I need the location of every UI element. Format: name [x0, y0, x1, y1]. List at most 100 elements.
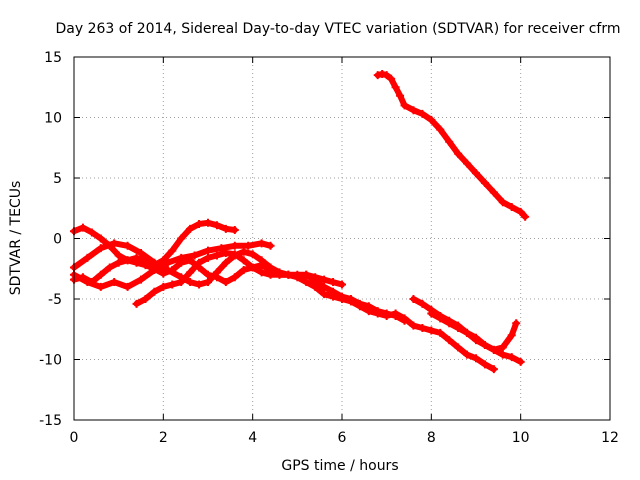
data-point: [110, 239, 119, 248]
data-point: [150, 265, 159, 274]
data-point: [230, 226, 239, 235]
data-point: [507, 331, 516, 340]
data-point: [489, 365, 498, 374]
series-arc-8: [373, 69, 530, 221]
data-point: [378, 69, 387, 78]
data-point: [373, 309, 382, 318]
data-point: [190, 251, 199, 260]
data-point: [186, 224, 195, 233]
data-point: [266, 241, 275, 250]
data-point: [311, 273, 320, 282]
y-tick-label: -5: [48, 292, 62, 308]
y-tick-label: 10: [44, 111, 62, 127]
data-point: [212, 251, 221, 260]
data-point: [418, 299, 427, 308]
data-point: [311, 282, 320, 291]
data-point: [114, 258, 123, 267]
data-point: [436, 125, 445, 134]
data-point: [498, 343, 507, 352]
data-point: [195, 219, 204, 228]
data-point: [244, 241, 253, 250]
y-tick-label: 0: [53, 232, 62, 248]
data-point: [463, 159, 472, 168]
series-arc-5: [132, 249, 346, 308]
data-point: [454, 343, 463, 352]
data-point: [186, 268, 195, 277]
y-tick-label: 15: [44, 50, 62, 66]
data-point: [168, 246, 177, 255]
data-point: [123, 282, 132, 291]
data-point: [400, 314, 409, 323]
data-point: [355, 302, 364, 311]
data-point: [266, 270, 275, 279]
data-point: [521, 212, 530, 221]
grid: [74, 57, 610, 420]
data-point: [137, 249, 145, 258]
x-tick-label: 8: [427, 430, 436, 446]
data-point: [320, 290, 329, 299]
x-tick-label: 10: [512, 430, 530, 446]
series-arc-1: [70, 223, 409, 325]
data-point: [257, 239, 266, 248]
data-point: [346, 297, 355, 306]
data-point: [96, 234, 105, 243]
data-point: [293, 270, 302, 279]
data-point: [418, 109, 427, 118]
data-point: [463, 350, 472, 359]
data-point: [489, 345, 498, 354]
data-point: [454, 149, 463, 158]
data-point: [257, 268, 266, 277]
data-point: [409, 295, 418, 303]
data-point: [221, 278, 230, 287]
data-point: [472, 354, 480, 363]
data-point: [248, 263, 257, 272]
data-point: [114, 251, 123, 260]
data-point: [445, 137, 454, 146]
data-point: [239, 265, 248, 274]
data-point: [445, 319, 454, 328]
data-point: [391, 309, 400, 318]
x-axis-label: GPS time / hours: [281, 458, 398, 474]
x-tick-label: 0: [70, 430, 79, 446]
x-tick-label: 6: [338, 430, 347, 446]
data-point: [163, 258, 172, 267]
data-point: [132, 299, 141, 308]
data-point: [472, 169, 480, 178]
y-tick-label: -10: [39, 353, 62, 369]
x-tick-label: 12: [601, 430, 619, 446]
data-point: [195, 280, 204, 289]
data-point: [266, 263, 275, 272]
data-series: [70, 69, 530, 374]
data-point: [436, 328, 445, 337]
data-point: [159, 282, 168, 291]
data-point: [472, 333, 480, 342]
data-point: [105, 263, 114, 272]
data-point: [480, 178, 489, 187]
data-point: [230, 241, 239, 250]
data-point: [96, 270, 105, 279]
data-point: [110, 278, 119, 287]
data-point: [177, 234, 186, 243]
data-point: [382, 71, 391, 80]
data-point: [436, 314, 445, 323]
data-point: [83, 278, 92, 287]
data-point: [489, 188, 498, 197]
x-tick-label: 4: [248, 430, 257, 446]
data-point: [338, 280, 346, 289]
data-point: [123, 241, 132, 250]
data-point: [163, 265, 172, 274]
data-point: [239, 247, 248, 256]
data-point: [87, 228, 96, 237]
data-point: [516, 207, 525, 216]
data-point: [400, 101, 409, 110]
data-point: [338, 295, 346, 303]
series-arc-4: [70, 239, 275, 291]
data-point: [427, 309, 436, 318]
data-point: [396, 91, 405, 100]
x-tick-label: 2: [159, 430, 168, 446]
y-tick-label: 5: [53, 171, 62, 187]
data-point: [221, 224, 230, 233]
data-point: [454, 324, 463, 333]
data-point: [83, 253, 92, 262]
